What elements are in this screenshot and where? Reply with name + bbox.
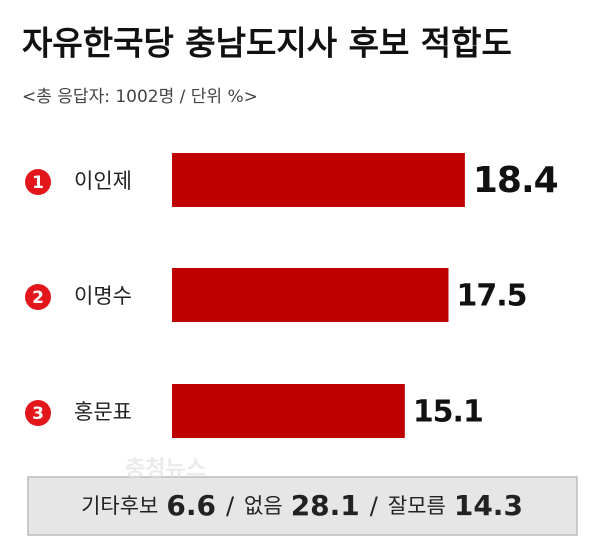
rank-label: 3	[32, 404, 44, 424]
other-value: 6.6	[166, 489, 216, 522]
category-label: 이인제	[74, 169, 132, 193]
bar	[172, 153, 465, 207]
rank-label: 1	[32, 173, 44, 193]
other-label: 잘모름	[388, 494, 446, 518]
other-responses: 기타후보 6.6 / 없음 28.1 / 잘모름 14.3	[81, 489, 523, 522]
separator: /	[226, 492, 235, 520]
value-label: 18.4	[473, 160, 558, 201]
rank-badge	[25, 400, 51, 426]
rank-badge	[25, 169, 51, 195]
rank-label: 2	[32, 288, 44, 308]
other-value: 28.1	[291, 489, 360, 522]
other-label: 기타후보	[81, 494, 158, 518]
bar	[172, 268, 449, 322]
watermark: 충청뉴스	[125, 457, 206, 482]
chart-subtitle: <총 응답자: 1002명 / 단위 %>	[22, 87, 258, 107]
rank-badge	[25, 284, 51, 310]
bar	[172, 384, 405, 438]
category-label: 홍문표	[74, 400, 132, 424]
other-label: 없음	[244, 494, 283, 518]
other-value: 14.3	[454, 489, 523, 522]
footer-box	[27, 476, 578, 536]
value-label: 17.5	[457, 279, 527, 314]
chart-title: 자유한국당 충남도지사 후보 적합도	[22, 24, 512, 63]
separator: /	[370, 492, 379, 520]
value-label: 15.1	[413, 395, 483, 430]
category-label: 이명수	[74, 284, 132, 308]
